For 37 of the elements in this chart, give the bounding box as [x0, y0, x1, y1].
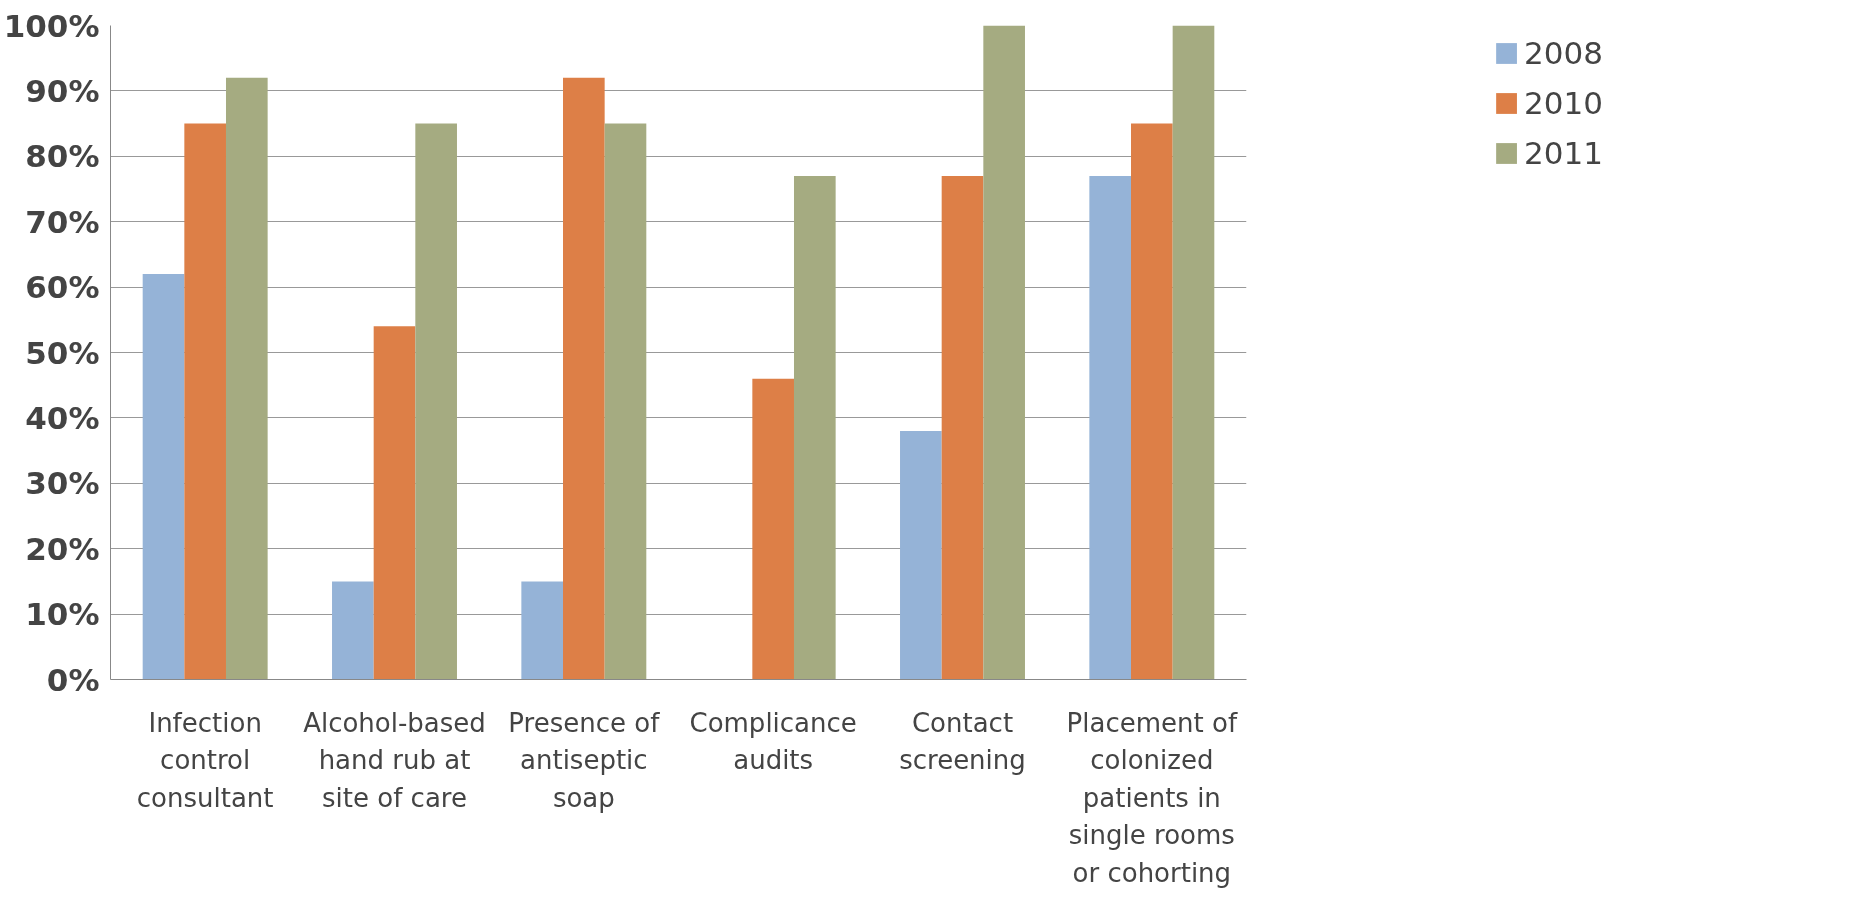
legend-label: 2008	[1524, 35, 1603, 71]
bar	[142, 274, 185, 680]
y-tick-label: 90%	[25, 72, 100, 109]
y-tick-label: 60%	[25, 269, 100, 306]
bar	[793, 175, 836, 680]
bar	[983, 25, 1025, 680]
y-tick-label: 0%	[46, 661, 100, 698]
y-tick-label: 30%	[25, 465, 100, 502]
bar	[521, 581, 564, 680]
bar	[752, 378, 794, 680]
y-tick-label: 70%	[25, 203, 100, 240]
y-tick-label: 100%	[3, 7, 100, 44]
legend-label: 2011	[1524, 135, 1603, 171]
bar	[563, 77, 605, 680]
bar	[415, 123, 457, 680]
y-tick-label: 80%	[25, 138, 100, 175]
bar	[332, 581, 374, 680]
y-tick-label: 20%	[25, 530, 100, 567]
legend-label: 2010	[1524, 85, 1603, 121]
x-tick-label: Contact screening	[899, 707, 1026, 775]
bar	[184, 123, 226, 680]
bar	[1131, 123, 1173, 680]
y-tick-label: 50%	[25, 334, 100, 371]
x-tick-label: Placement of colonized patients in single rooms or cohorting	[1066, 707, 1238, 888]
y-tick-label: 10%	[25, 596, 100, 633]
bar	[604, 123, 647, 680]
x-tick-label: Complicance audits	[689, 707, 857, 775]
y-tick-label: 40%	[25, 399, 100, 436]
bar	[225, 77, 268, 680]
bar	[941, 175, 984, 680]
bar	[1089, 175, 1132, 680]
bar	[1172, 25, 1215, 680]
bar	[373, 326, 416, 680]
x-tick-label: Infection control consultant	[136, 707, 274, 813]
x-tick-label: Presence of antiseptic soap	[508, 707, 661, 813]
bar	[900, 430, 942, 680]
x-tick-label: Alcohol-based hand rub at site of care	[303, 707, 486, 813]
